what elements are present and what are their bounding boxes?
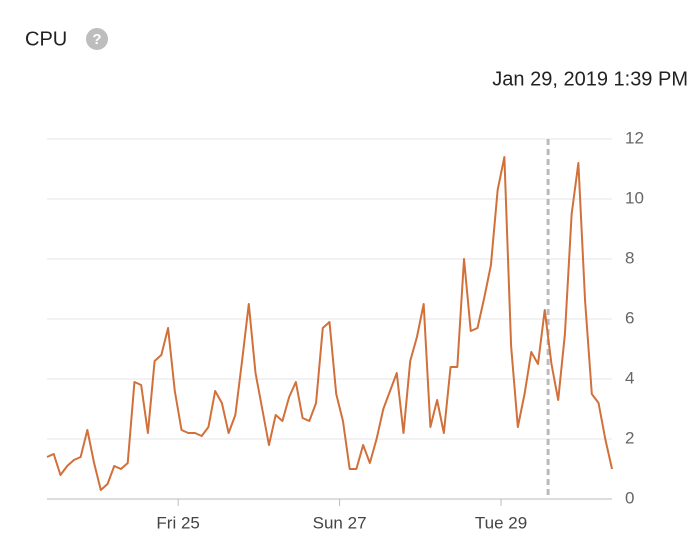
line [46,156,613,491]
help-icon-glyph[interactable]: ? [92,31,101,48]
cursor-label: Jan 29, 2019 1:39 PM [492,68,688,90]
chart-title: CPU [25,28,67,50]
x-tick-label: Tue 29 [475,513,527,532]
y-tick-label: 4 [625,368,634,387]
x-tick-label: Sun 27 [313,513,367,532]
y-tick-label: 8 [625,248,634,267]
y-tick-label: 12 [625,128,644,147]
y-tick-label: 2 [625,428,634,447]
y-tick-label: 10 [625,188,644,207]
help-icon[interactable] [86,28,108,50]
x-tick-label: Fri 25 [156,513,199,532]
y-tick-label: 6 [625,308,634,327]
y-tick-label: 0 [625,488,634,507]
